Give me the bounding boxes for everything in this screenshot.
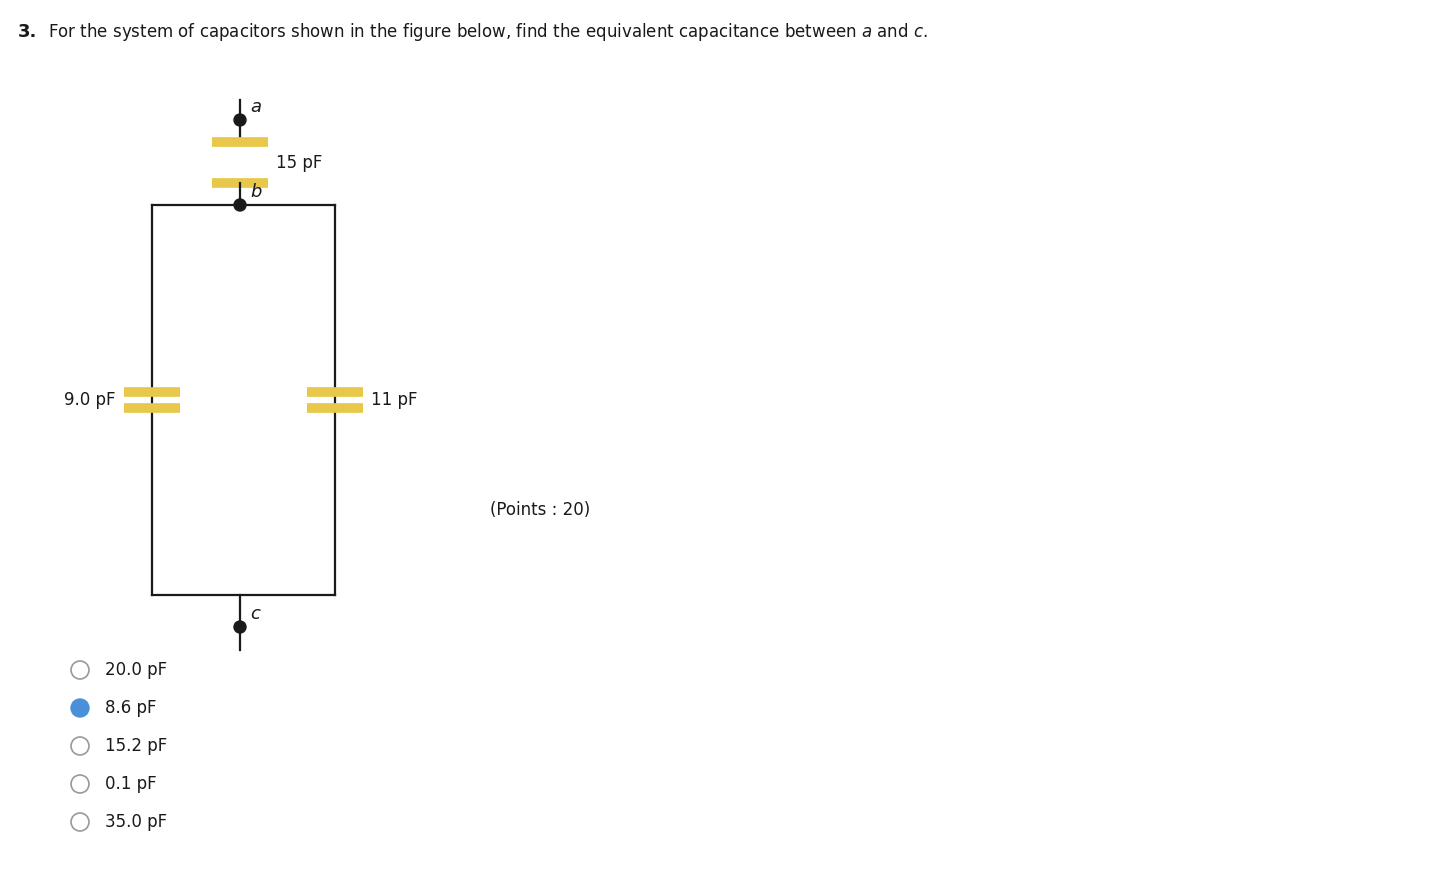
Text: 15.2 pF: 15.2 pF (106, 737, 168, 755)
Text: For the system of capacitors shown in the figure below, find the equivalent capa: For the system of capacitors shown in th… (48, 21, 928, 43)
Text: 3.: 3. (17, 23, 38, 41)
Text: 11 pF: 11 pF (371, 391, 417, 409)
Circle shape (235, 199, 246, 211)
Text: 35.0 pF: 35.0 pF (106, 813, 167, 831)
Circle shape (71, 813, 88, 831)
Circle shape (71, 699, 88, 717)
Text: $c$: $c$ (251, 605, 262, 623)
Circle shape (235, 114, 246, 126)
Text: 9.0 pF: 9.0 pF (65, 391, 116, 409)
Circle shape (71, 661, 88, 679)
Text: 8.6 pF: 8.6 pF (106, 699, 156, 717)
Circle shape (71, 737, 88, 755)
Circle shape (71, 775, 88, 793)
Text: 20.0 pF: 20.0 pF (106, 661, 167, 679)
Text: $a$: $a$ (251, 98, 262, 116)
Text: $b$: $b$ (251, 183, 262, 201)
Text: 15 pF: 15 pF (277, 153, 323, 172)
Text: 0.1 pF: 0.1 pF (106, 775, 156, 793)
Circle shape (235, 621, 246, 633)
Text: (Points : 20): (Points : 20) (489, 501, 591, 519)
